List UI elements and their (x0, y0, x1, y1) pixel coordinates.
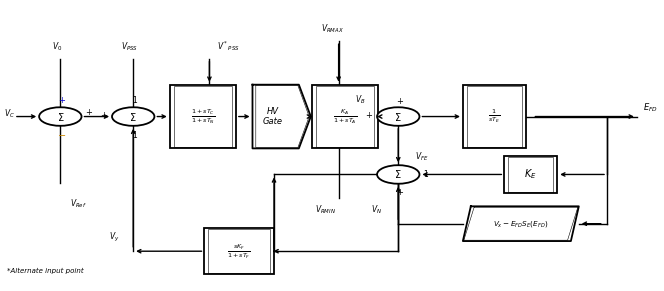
Bar (208, 229, 270, 273)
Text: $V_B$: $V_B$ (355, 93, 366, 106)
Text: $+$: $+$ (396, 95, 404, 106)
Text: $1$: $1$ (131, 94, 137, 105)
Text: $V_0$: $V_0$ (52, 40, 62, 53)
Text: $V_{RMIN}$: $V_{RMIN}$ (315, 203, 336, 216)
Circle shape (377, 107, 420, 126)
Text: $K_E$: $K_E$ (525, 168, 537, 181)
Circle shape (39, 107, 82, 126)
Text: $\Sigma$: $\Sigma$ (394, 111, 402, 123)
Text: $1$: $1$ (423, 168, 429, 178)
Text: $V_y$: $V_y$ (110, 231, 120, 244)
Text: *Alternate input point: *Alternate input point (7, 268, 84, 274)
Circle shape (112, 107, 155, 126)
Text: $V_{FE}$: $V_{FE}$ (415, 151, 428, 164)
Bar (312, 85, 378, 148)
Circle shape (377, 165, 420, 184)
Text: $V_{RMAX}$: $V_{RMAX}$ (321, 23, 343, 36)
Text: $\frac{1+sT_C}{1+sT_N}$: $\frac{1+sT_C}{1+sT_N}$ (191, 107, 215, 126)
Polygon shape (463, 206, 579, 241)
Text: $\frac{1}{sT_E}$: $\frac{1}{sT_E}$ (488, 108, 501, 125)
Text: $\frac{K_A}{1+sT_A}$: $\frac{K_A}{1+sT_A}$ (333, 107, 357, 126)
Text: $+$: $+$ (396, 187, 404, 197)
Bar (205, 228, 274, 274)
Text: $-$: $-$ (57, 129, 66, 139)
Text: $V_N$: $V_N$ (371, 203, 382, 216)
Bar (467, 86, 522, 147)
Text: $V_C$: $V_C$ (4, 107, 15, 120)
Text: $E_{FD}$: $E_{FD}$ (643, 101, 658, 114)
Text: $+$: $+$ (58, 95, 66, 105)
Text: $+$: $+$ (100, 110, 108, 120)
Text: $V_{PSS}$: $V_{PSS}$ (122, 40, 138, 53)
Bar (508, 157, 553, 192)
Text: $V^*{}_{PSS}$: $V^*{}_{PSS}$ (217, 39, 240, 53)
Text: $\Sigma$: $\Sigma$ (129, 111, 137, 123)
Text: $-$: $-$ (25, 110, 34, 120)
Polygon shape (252, 85, 311, 148)
Text: $1$: $1$ (131, 129, 137, 140)
Bar (463, 85, 526, 148)
Bar (170, 85, 236, 148)
Text: $+$: $+$ (85, 107, 93, 117)
Text: $\Sigma$: $\Sigma$ (394, 168, 402, 180)
Text: $V_x - E_{FD}S_E(E_{FD})$: $V_x - E_{FD}S_E(E_{FD})$ (493, 219, 548, 229)
Text: $+$: $+$ (365, 110, 373, 120)
Text: $\frac{sK_F}{1+sT_F}$: $\frac{sK_F}{1+sT_F}$ (228, 242, 251, 260)
Text: $\Sigma$: $\Sigma$ (56, 111, 64, 123)
Text: $V_{Ref}$: $V_{Ref}$ (70, 198, 87, 210)
Bar (173, 86, 232, 147)
Bar (504, 156, 557, 193)
Text: HV
Gate: HV Gate (262, 107, 282, 126)
Bar (316, 86, 374, 147)
